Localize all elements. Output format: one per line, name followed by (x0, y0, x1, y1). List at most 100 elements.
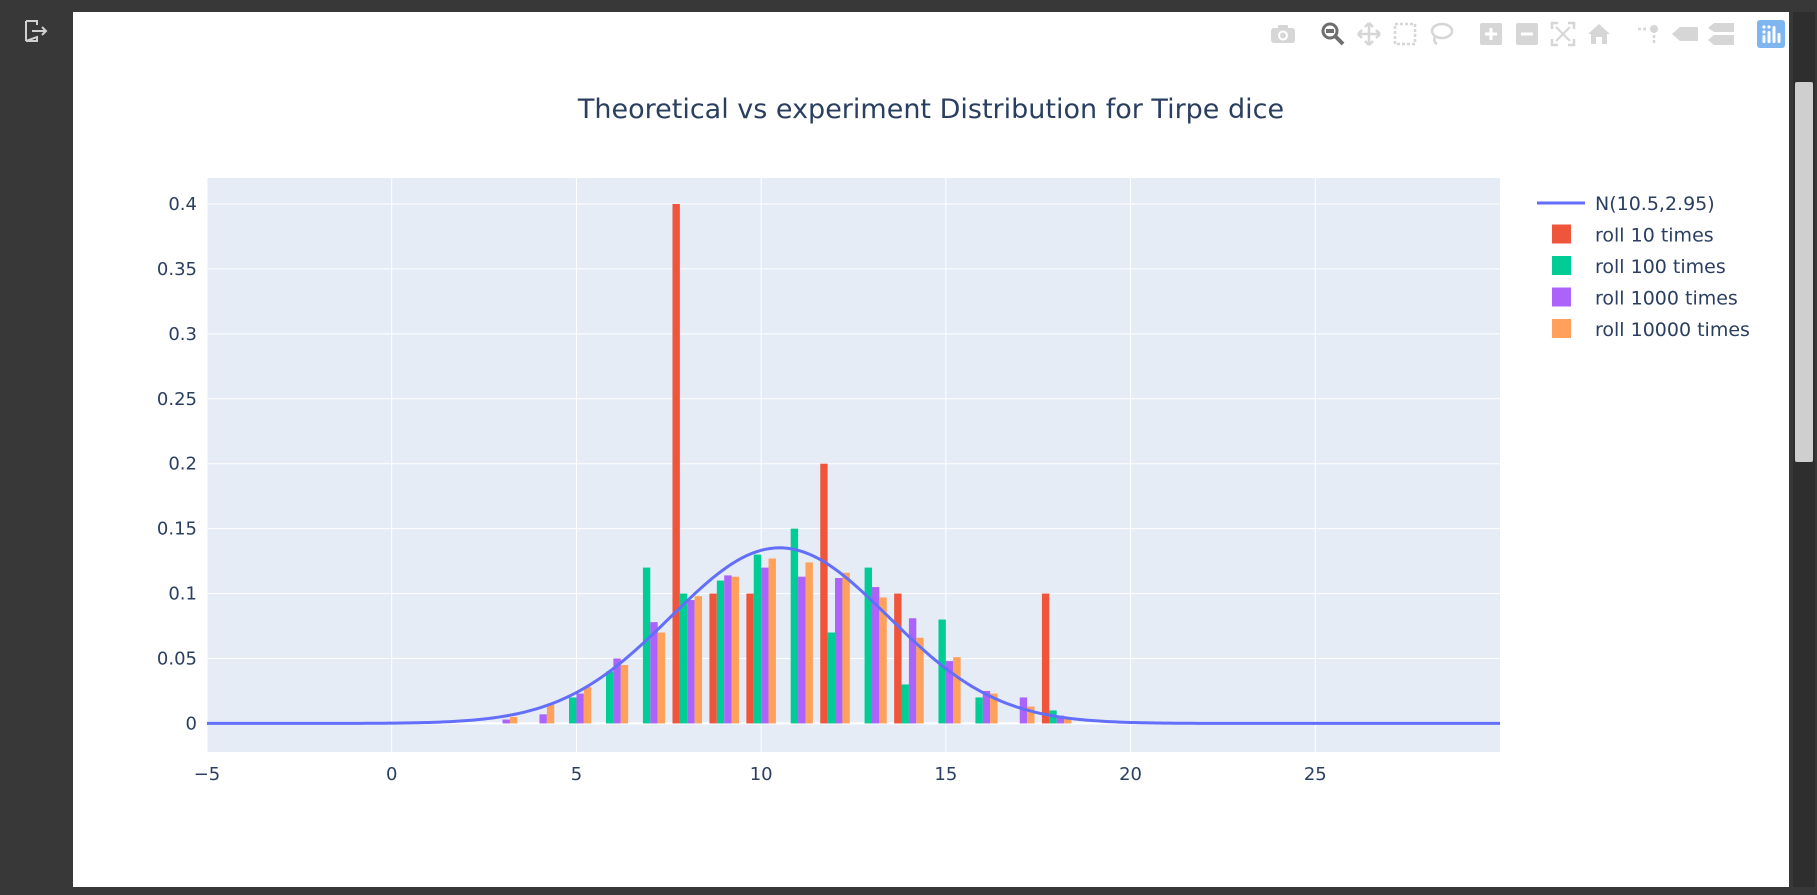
bar-4-10[interactable] (768, 558, 776, 724)
bar-2-14[interactable] (901, 684, 909, 724)
bar-4-5[interactable] (583, 687, 592, 724)
bar-1-8[interactable] (672, 203, 680, 724)
box-select-icon[interactable] (1387, 18, 1423, 50)
bar-2-13[interactable] (864, 567, 872, 724)
bar-2-16[interactable] (975, 697, 983, 724)
legend-swatch (1552, 256, 1571, 275)
bar-3-15[interactable] (945, 661, 954, 724)
normal-curve (207, 546, 1500, 725)
bar-2-11[interactable] (790, 528, 799, 724)
bar-4-4[interactable] (546, 703, 555, 724)
y-tick-label: 0.15 (157, 519, 197, 540)
y-tick-label: 0.2 (168, 454, 197, 475)
bar-4-8[interactable] (694, 596, 703, 724)
y-tick-label: 0.25 (157, 389, 197, 410)
zoom-out-icon[interactable] (1509, 18, 1545, 50)
y-tick-label: 0.1 (168, 584, 197, 605)
bar-2-12[interactable] (827, 632, 836, 724)
hover-closest-icon[interactable] (1667, 18, 1703, 50)
bar-3-10[interactable] (761, 567, 769, 724)
bar-3-18[interactable] (1056, 715, 1065, 724)
bar-1-12[interactable] (820, 463, 828, 724)
plot-panel: Theoretical vs experiment Distribution f… (73, 12, 1789, 887)
bar-3-11[interactable] (798, 576, 806, 724)
bar-4-6[interactable] (620, 664, 629, 724)
zoom-in-icon[interactable] (1473, 18, 1509, 50)
bar-3-5[interactable] (576, 693, 584, 724)
y-tick-label: 0.3 (168, 324, 197, 345)
plotly-logo-icon[interactable] (1753, 18, 1789, 50)
bar-4-16[interactable] (990, 693, 998, 724)
bar-2-6[interactable] (605, 671, 614, 724)
legend: N(10.5,2.95) roll 10 times roll 100 times r… (1537, 193, 1750, 341)
scrollbar-thumb[interactable] (1795, 82, 1813, 462)
bar-1-9[interactable] (709, 593, 717, 724)
bar-4-3[interactable] (509, 716, 518, 724)
bar-series (502, 203, 1072, 724)
exit-icon[interactable] (20, 16, 50, 46)
legend-label[interactable]: roll 1000 times (1595, 288, 1738, 310)
x-tick-label: 5 (571, 764, 582, 785)
bar-2-10[interactable] (753, 554, 762, 724)
plot-area (207, 178, 1500, 752)
bar-2-7[interactable] (642, 567, 651, 724)
bar-2-5[interactable] (569, 697, 577, 724)
bar-1-14[interactable] (894, 593, 902, 724)
y-tick-label: 0.05 (157, 648, 197, 669)
legend-swatch (1552, 224, 1571, 244)
y-tick-label: 0.4 (168, 194, 197, 215)
home-icon[interactable] (1581, 18, 1617, 50)
legend-label[interactable]: roll 10 times (1595, 225, 1714, 247)
bar-2-8[interactable] (679, 593, 688, 724)
bar-4-18[interactable] (1064, 718, 1072, 724)
y-axis-ticks: 0 0.05 0.1 0.15 0.2 0.25 0.3 0.35 0.4 (157, 194, 197, 734)
bar-3-8[interactable] (687, 600, 695, 724)
bar-1-18[interactable] (1041, 593, 1050, 724)
camera-icon[interactable] (1265, 18, 1301, 50)
autoscale-icon[interactable] (1545, 18, 1581, 50)
bar-3-9[interactable] (724, 575, 732, 724)
bar-4-17[interactable] (1027, 706, 1035, 724)
x-tick-label: 25 (1304, 764, 1327, 785)
y-tick-label: 0.35 (157, 259, 197, 280)
x-tick-label: 0 (386, 764, 397, 785)
bar-3-6[interactable] (613, 658, 621, 724)
bar-4-11[interactable] (805, 562, 813, 724)
bar-4-15[interactable] (953, 657, 961, 724)
normal-curve-line[interactable] (207, 546, 1500, 725)
zoom-icon[interactable] (1315, 18, 1351, 50)
legend-label[interactable]: roll 100 times (1595, 256, 1726, 278)
bar-4-13[interactable] (879, 597, 887, 724)
bar-3-13[interactable] (871, 587, 880, 724)
chart-title: Theoretical vs experiment Distribution f… (577, 94, 1284, 125)
bar-4-14[interactable] (916, 637, 924, 724)
bar-4-12[interactable] (842, 572, 850, 724)
pan-icon[interactable] (1351, 18, 1387, 50)
spike-lines-icon[interactable] (1631, 18, 1667, 50)
modebar (1265, 17, 1789, 51)
chart-svg: Theoretical vs experiment Distribution f… (157, 94, 1750, 785)
bar-3-7[interactable] (650, 622, 658, 724)
bar-2-15[interactable] (938, 619, 946, 724)
x-tick-label: 20 (1119, 764, 1142, 785)
bar-3-16[interactable] (982, 690, 991, 724)
bar-4-9[interactable] (731, 576, 739, 724)
lasso-select-icon[interactable] (1423, 18, 1459, 50)
hover-compare-icon[interactable] (1703, 18, 1739, 50)
bar-3-4[interactable] (539, 714, 547, 724)
y-tick-label: 0 (186, 713, 197, 734)
bar-3-12[interactable] (835, 577, 843, 724)
bar-2-9[interactable] (716, 580, 725, 724)
x-axis-ticks: −5 0 5 10 15 20 25 (194, 764, 1327, 785)
legend-swatch (1552, 287, 1571, 307)
bar-4-7[interactable] (657, 632, 666, 724)
x-tick-label: 10 (750, 764, 773, 785)
bar-1-10[interactable] (746, 593, 754, 724)
bar-3-3[interactable] (502, 719, 510, 724)
x-tick-label: 15 (934, 764, 957, 785)
bar-3-14[interactable] (908, 618, 917, 724)
legend-swatch (1552, 319, 1571, 338)
legend-label[interactable]: roll 10000 times (1595, 319, 1750, 341)
x-tick-label: −5 (194, 764, 221, 785)
legend-label[interactable]: N(10.5,2.95) (1595, 193, 1715, 215)
